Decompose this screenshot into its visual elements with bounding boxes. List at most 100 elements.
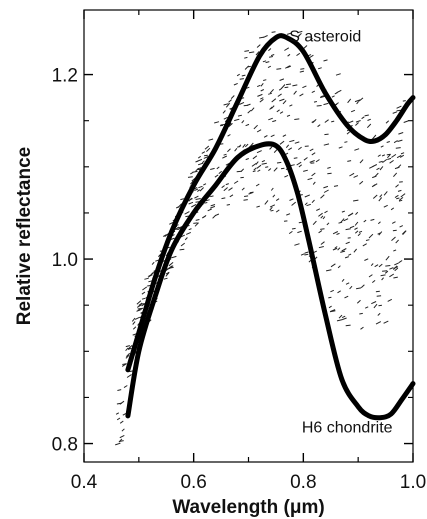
scatter-point [311, 199, 315, 204]
scatter-point [353, 248, 357, 253]
scatter-point [276, 109, 280, 113]
scatter-point [337, 265, 341, 269]
scatter-point [115, 412, 120, 415]
scatter-point [341, 210, 345, 213]
scatter-point [364, 258, 369, 261]
scatter-point [345, 282, 350, 285]
scatter-point [268, 168, 272, 171]
scatter-point [169, 221, 174, 225]
scatter-point [398, 260, 403, 264]
scatter-point [197, 162, 204, 166]
scatter-point [345, 228, 351, 231]
scatter-point [197, 155, 201, 159]
scatter-point [391, 153, 397, 158]
scatter-point [223, 103, 229, 106]
scatter-point [241, 187, 245, 191]
scatter-point [345, 241, 350, 245]
scatter-point [341, 278, 345, 282]
scatter-point [312, 181, 316, 185]
scatter-point [131, 317, 136, 322]
scatter-point [270, 54, 275, 57]
scatter-point [148, 274, 153, 277]
scatter-point [346, 131, 350, 135]
scatter-point [198, 185, 203, 189]
scatter-point [257, 93, 263, 97]
scatter-point [398, 197, 404, 201]
scatter-point [284, 86, 289, 89]
scatter-point [318, 246, 324, 249]
scatter-point [289, 139, 295, 143]
scatter-point [252, 155, 258, 160]
scatter-point [327, 172, 332, 175]
scatter-point [345, 324, 351, 327]
scatter-point [117, 389, 122, 391]
scatter-point [271, 31, 276, 33]
scatter-point [125, 347, 129, 352]
scatter-point [323, 189, 329, 193]
scatter-point [256, 129, 262, 133]
scatter-point [284, 47, 290, 51]
scatter-point [141, 291, 146, 295]
scatter-point [256, 44, 261, 48]
scatter-point [270, 105, 275, 110]
scatter-point [398, 199, 403, 202]
scatter-point [204, 202, 208, 204]
scatter-point [138, 308, 142, 312]
scatter-point [353, 199, 359, 202]
y-tick-label: 1.0 [52, 250, 78, 271]
scatter-point [244, 50, 250, 52]
scatter-point [294, 243, 300, 246]
scatter-point [179, 248, 185, 251]
scatter-point [373, 303, 378, 309]
scatter-point [354, 221, 359, 226]
scatter-point [393, 249, 397, 252]
scatter-point [236, 73, 240, 77]
scatter-point [297, 230, 302, 234]
scatter-point [328, 296, 332, 299]
scatter-point [294, 118, 300, 120]
y-axis-title: Relative reflectance [14, 147, 35, 326]
scatter-point [328, 305, 332, 309]
scatter-point [303, 169, 308, 172]
scatter-point [229, 194, 234, 198]
scatter-point [353, 175, 359, 178]
scatter-point [331, 120, 335, 123]
scatter-point [393, 276, 398, 279]
scatter-point [240, 168, 245, 172]
scatter-point [395, 147, 401, 149]
scatter-point [380, 145, 384, 148]
scatter-point [205, 199, 210, 202]
scatter-point [269, 106, 273, 110]
scatter-point [325, 269, 332, 272]
scatter-point [324, 210, 328, 214]
scatter-point [397, 164, 402, 169]
scatter-point [393, 265, 398, 270]
y-tick-label: 0.8 [52, 435, 78, 456]
scatter-point [129, 370, 133, 373]
scatter-point [330, 289, 335, 293]
scatter-point [332, 247, 338, 251]
scatter-point [285, 144, 290, 149]
scatter-point [289, 198, 294, 201]
scatter-point [256, 150, 262, 154]
scatter-point [382, 158, 388, 164]
scatter-point [257, 84, 261, 88]
scatter-point [226, 204, 230, 206]
series-line-s-asteroid [125, 33, 416, 373]
scatter-point [207, 208, 212, 212]
scatter-point [141, 297, 146, 300]
scatter-point [294, 141, 300, 144]
scatter-point [267, 65, 272, 69]
scatter-point [253, 124, 258, 130]
scatter-point [288, 147, 293, 151]
scatter-point [323, 143, 330, 146]
scatter-point [244, 65, 250, 70]
scatter-point [194, 222, 199, 227]
scatter-point [269, 56, 273, 58]
scatter-point [336, 232, 340, 235]
axis-ticks: 0.4 0.6 0.8 1.0 0.8 1.0 1.2 [52, 10, 426, 493]
scatter-point [272, 120, 277, 123]
scatter-point [199, 187, 204, 192]
scatter-point [393, 172, 398, 178]
scatter-point [212, 214, 217, 219]
